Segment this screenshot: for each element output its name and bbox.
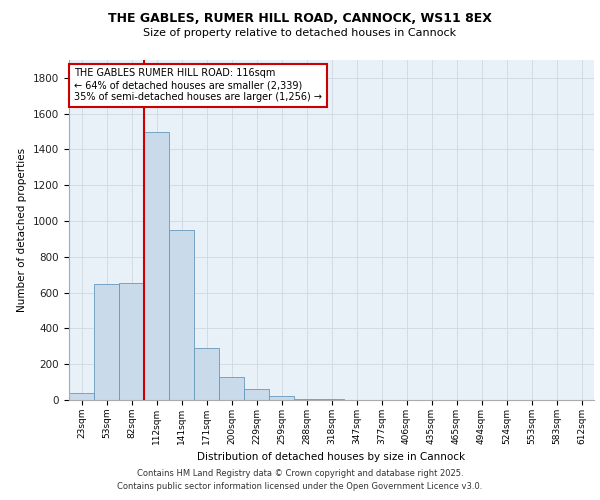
Text: Contains HM Land Registry data © Crown copyright and database right 2025.
Contai: Contains HM Land Registry data © Crown c…	[118, 470, 482, 491]
Bar	[194, 348, 219, 400]
Bar	[294, 399, 319, 400]
Bar	[219, 376, 244, 400]
Text: Size of property relative to detached houses in Cannock: Size of property relative to detached ho…	[143, 28, 457, 38]
Bar	[69, 393, 94, 400]
Bar	[119, 283, 144, 400]
Bar	[244, 390, 269, 400]
Bar	[144, 132, 169, 400]
Text: THE GABLES, RUMER HILL ROAD, CANNOCK, WS11 8EX: THE GABLES, RUMER HILL ROAD, CANNOCK, WS…	[108, 12, 492, 26]
Y-axis label: Number of detached properties: Number of detached properties	[17, 148, 28, 312]
Text: THE GABLES RUMER HILL ROAD: 116sqm
← 64% of detached houses are smaller (2,339)
: THE GABLES RUMER HILL ROAD: 116sqm ← 64%…	[74, 68, 322, 102]
Bar	[94, 284, 119, 400]
Bar	[269, 396, 294, 400]
X-axis label: Distribution of detached houses by size in Cannock: Distribution of detached houses by size …	[197, 452, 466, 462]
Bar	[169, 230, 194, 400]
